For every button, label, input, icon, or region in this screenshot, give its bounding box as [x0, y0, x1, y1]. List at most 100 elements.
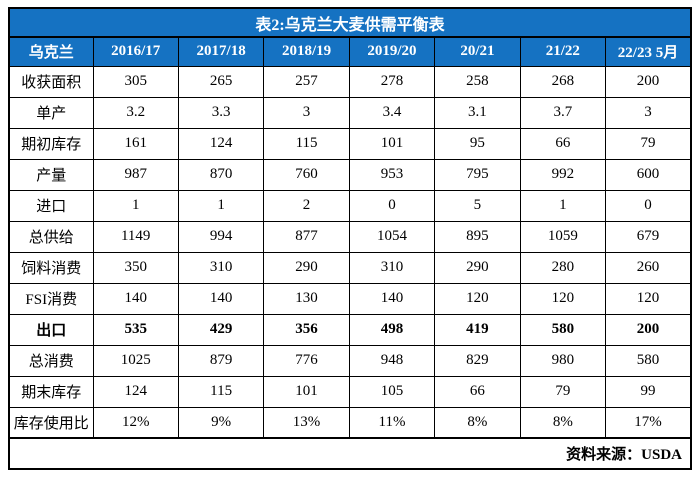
value-cell: 948 [348, 344, 436, 377]
data-source-label: 资料来源：USDA [8, 437, 692, 470]
table-row: 饲料消费 350 310 290 310 290 280 260 [8, 251, 692, 284]
value-cell: 980 [519, 344, 607, 377]
value-cell: 3.3 [177, 96, 265, 129]
value-cell: 66 [434, 375, 521, 408]
value-cell: 760 [263, 158, 350, 191]
value-cell: 987 [92, 158, 179, 191]
source-row: 资料来源：USDA [8, 437, 692, 470]
header-year: 2018/19 [263, 36, 350, 67]
value-cell: 310 [177, 251, 265, 284]
value-cell: 124 [177, 127, 265, 160]
value-cell: 17% [605, 406, 692, 439]
value-cell: 3.1 [434, 96, 521, 129]
value-cell: 105 [348, 375, 436, 408]
value-cell: 1059 [519, 220, 607, 253]
header-year: 2016/17 [92, 36, 179, 67]
header-year: 2017/18 [177, 36, 265, 67]
value-cell: 79 [605, 127, 692, 160]
value-cell: 140 [348, 282, 436, 315]
value-cell: 0 [605, 189, 692, 222]
value-cell: 1025 [92, 344, 179, 377]
value-cell: 1 [177, 189, 265, 222]
row-label: 产量 [8, 158, 94, 191]
header-country: 乌克兰 [8, 36, 94, 67]
row-label: 库存使用比 [8, 406, 94, 439]
value-cell: 776 [263, 344, 350, 377]
value-cell: 101 [348, 127, 436, 160]
value-cell: 992 [519, 158, 607, 191]
header-year: 21/22 [519, 36, 607, 67]
value-cell: 13% [263, 406, 350, 439]
value-cell: 95 [434, 127, 521, 160]
table-body: 收获面积 305 265 257 278 258 268 200 单产 3.2 3.3 3 3.4 3.1… [8, 65, 692, 439]
value-cell: 870 [177, 158, 265, 191]
table-row: 产量 987 870 760 953 795 992 600 [8, 158, 692, 191]
value-cell: 290 [434, 251, 521, 284]
value-cell: 130 [263, 282, 350, 315]
value-cell: 1 [92, 189, 179, 222]
row-label: 出口 [8, 313, 94, 346]
value-cell: 140 [177, 282, 265, 315]
value-cell: 2 [263, 189, 350, 222]
table-row: 总供给 1149 994 877 1054 895 1059 679 [8, 220, 692, 253]
row-label: 饲料消费 [8, 251, 94, 284]
value-cell: 140 [92, 282, 179, 315]
value-cell: 953 [348, 158, 436, 191]
value-cell: 1149 [92, 220, 179, 253]
value-cell: 200 [605, 313, 692, 346]
table-title-row: 表2:乌克兰大麦供需平衡表 [8, 7, 692, 38]
table-row: 单产 3.2 3.3 3 3.4 3.1 3.7 3 [8, 96, 692, 129]
value-cell: 9% [177, 406, 265, 439]
value-cell: 115 [177, 375, 265, 408]
value-cell: 8% [519, 406, 607, 439]
value-cell: 994 [177, 220, 265, 253]
value-cell: 498 [348, 313, 436, 346]
value-cell: 419 [434, 313, 521, 346]
value-cell: 305 [92, 65, 179, 98]
value-cell: 3 [605, 96, 692, 129]
value-cell: 115 [263, 127, 350, 160]
value-cell: 120 [519, 282, 607, 315]
value-cell: 258 [434, 65, 521, 98]
table-row: 期末库存 124 115 101 105 66 79 99 [8, 375, 692, 408]
value-cell: 795 [434, 158, 521, 191]
table-row: 出口 535 429 356 498 419 580 200 [8, 313, 692, 346]
value-cell: 580 [519, 313, 607, 346]
value-cell: 8% [434, 406, 521, 439]
table-row: FSI消费 140 140 130 140 120 120 120 [8, 282, 692, 315]
row-label: 期初库存 [8, 127, 94, 160]
value-cell: 535 [92, 313, 179, 346]
table-row: 进口 1 1 2 0 5 1 0 [8, 189, 692, 222]
table-row: 总消费 1025 879 776 948 829 980 580 [8, 344, 692, 377]
table-row: 收获面积 305 265 257 278 258 268 200 [8, 65, 692, 98]
value-cell: 280 [519, 251, 607, 284]
header-year: 22/23 5月 [605, 36, 692, 67]
value-cell: 3.7 [519, 96, 607, 129]
value-cell: 257 [263, 65, 350, 98]
row-label: FSI消费 [8, 282, 94, 315]
value-cell: 429 [177, 313, 265, 346]
value-cell: 101 [263, 375, 350, 408]
value-cell: 79 [519, 375, 607, 408]
row-label: 总消费 [8, 344, 94, 377]
table-row: 库存使用比 12% 9% 13% 11% 8% 8% 17% [8, 406, 692, 439]
value-cell: 12% [92, 406, 179, 439]
value-cell: 877 [263, 220, 350, 253]
value-cell: 99 [605, 375, 692, 408]
row-label: 收获面积 [8, 65, 94, 98]
value-cell: 3 [263, 96, 350, 129]
value-cell: 3.2 [92, 96, 179, 129]
value-cell: 350 [92, 251, 179, 284]
header-year: 2019/20 [348, 36, 436, 67]
value-cell: 11% [348, 406, 436, 439]
header-year: 20/21 [434, 36, 521, 67]
table-header-row: 乌克兰 2016/17 2017/18 2018/19 2019/20 20/2… [8, 36, 692, 67]
value-cell: 161 [92, 127, 179, 160]
value-cell: 310 [348, 251, 436, 284]
value-cell: 679 [605, 220, 692, 253]
value-cell: 5 [434, 189, 521, 222]
value-cell: 829 [434, 344, 521, 377]
value-cell: 268 [519, 65, 607, 98]
value-cell: 290 [263, 251, 350, 284]
